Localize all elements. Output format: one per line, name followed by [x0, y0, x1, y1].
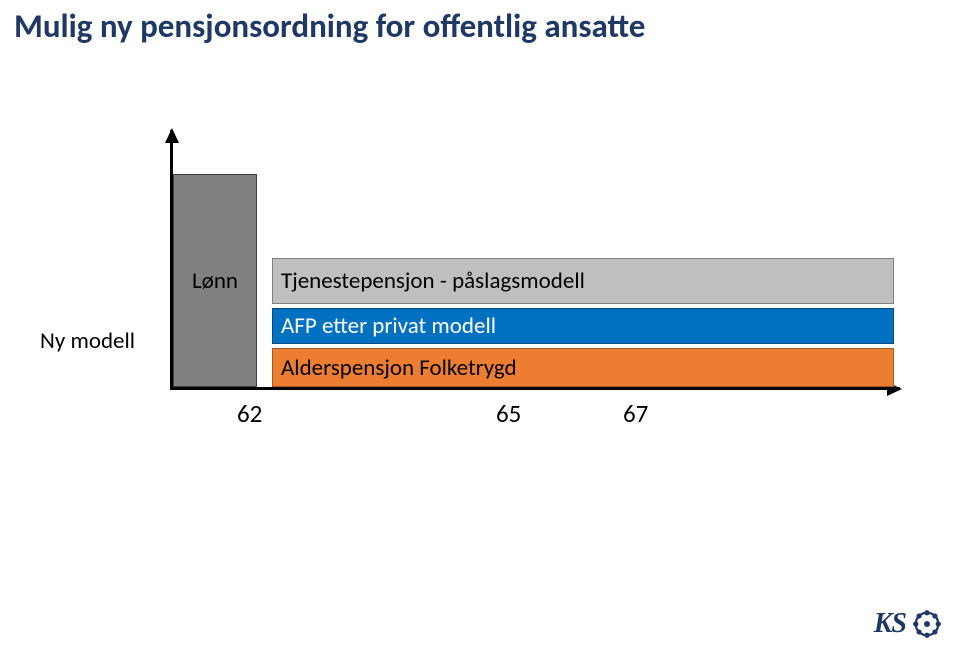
block-alderspensjon: Alderspensjon Folketrygd [272, 348, 894, 387]
x-tick-62: 62 [237, 398, 262, 429]
row-label-ny-modell: Ny modell [40, 327, 135, 355]
logo-text: KS [874, 608, 906, 640]
block-tjenestepensjon: Tjenestepensjon - påslagsmodell [272, 258, 894, 304]
block-lonn: Lønn [173, 174, 257, 387]
x-axis [170, 387, 900, 390]
ks-logo: KS [874, 608, 942, 640]
wheel-icon [912, 609, 942, 639]
x-tick-65: 65 [496, 398, 521, 429]
block-afp: AFP etter privat modell [272, 308, 894, 344]
x-tick-67: 67 [623, 398, 648, 429]
slide-title: Mulig ny pensjonsordning for offentlig a… [14, 6, 645, 46]
pension-chart: Ny modell Lønn Tjenestepensjon - påslags… [40, 130, 910, 390]
